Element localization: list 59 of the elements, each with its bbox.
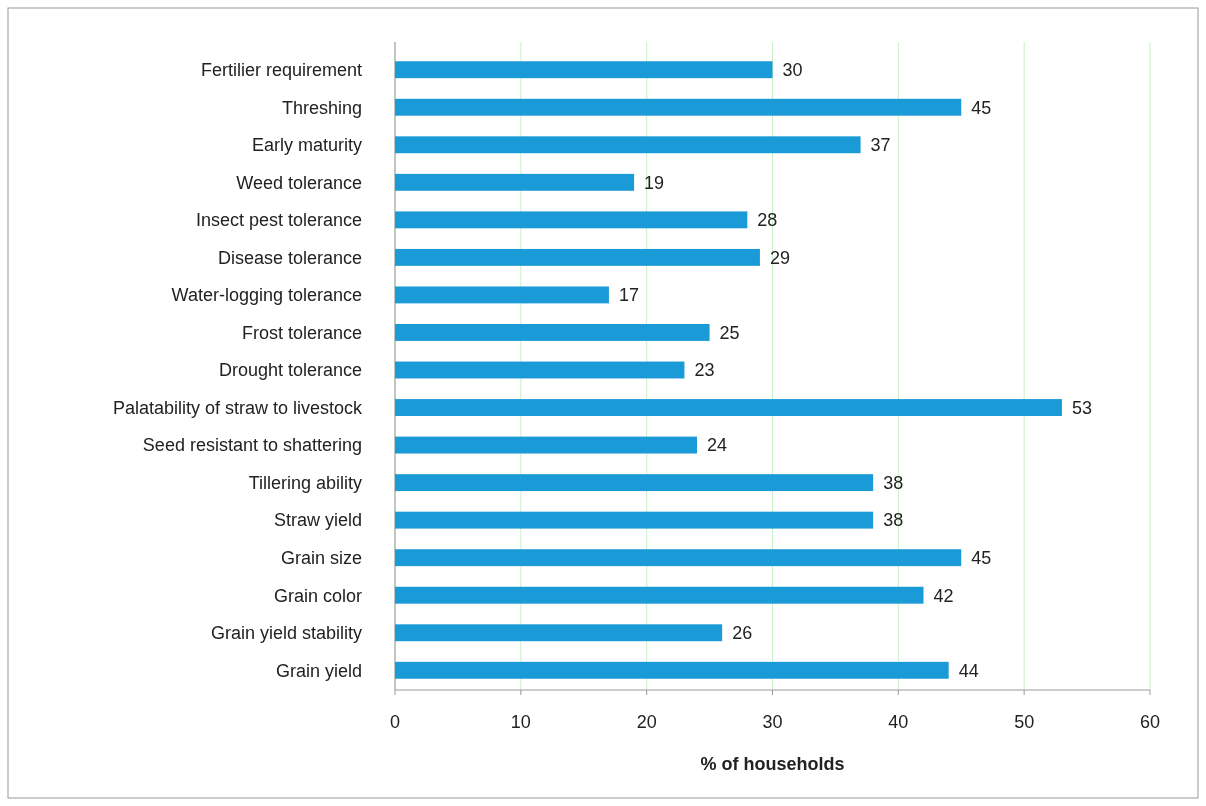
data-label: 42 <box>933 585 954 606</box>
data-label: 23 <box>694 360 715 381</box>
y-tick-label: Weed tolerance <box>236 172 362 193</box>
data-label: 37 <box>870 135 891 156</box>
y-tick-label: Grain yield <box>275 660 362 681</box>
bar <box>395 361 685 379</box>
y-tick-label: Palatability of straw to livestock <box>112 397 363 418</box>
y-tick-label: Seed resistant to shattering <box>142 435 362 456</box>
y-tick-label: Grain size <box>280 547 362 568</box>
bar <box>395 549 962 567</box>
bar <box>395 248 760 266</box>
bar <box>395 98 962 116</box>
x-tick-label: 10 <box>510 712 531 732</box>
data-label: 38 <box>883 510 904 531</box>
bar <box>395 436 697 454</box>
data-label: 29 <box>769 247 790 268</box>
data-label: 28 <box>757 210 778 231</box>
data-label: 45 <box>971 547 992 568</box>
y-tick-label: Early maturity <box>251 135 362 156</box>
data-label: 19 <box>644 172 665 193</box>
y-tick-label: Grain yield stability <box>210 623 362 644</box>
x-tick-label: 50 <box>1014 712 1035 732</box>
y-tick-label: Water-logging tolerance <box>171 285 362 306</box>
bar <box>395 136 861 154</box>
bar <box>395 61 773 79</box>
data-label: 53 <box>1071 397 1092 418</box>
x-axis-title: % of households <box>700 754 845 774</box>
x-tick-label: 0 <box>389 712 401 732</box>
data-label: 30 <box>782 60 803 81</box>
bar <box>395 286 609 304</box>
x-tick-label: 30 <box>762 712 783 732</box>
bar <box>395 399 1062 416</box>
y-tick-label: Tillering ability <box>248 472 362 493</box>
y-tick-label: Insect pest tolerance <box>195 210 362 231</box>
bar <box>395 474 874 492</box>
y-tick-label: Frost tolerance <box>241 322 362 343</box>
x-tick-label: 20 <box>636 712 657 732</box>
bar <box>395 624 723 642</box>
data-label: 38 <box>883 472 904 493</box>
data-label: 17 <box>618 285 639 306</box>
bar <box>395 173 635 191</box>
data-label: 24 <box>707 435 728 456</box>
x-tick-label: 60 <box>1139 712 1161 732</box>
y-tick-label: Fertilier requirement <box>200 60 362 81</box>
bar <box>395 661 949 679</box>
bar <box>395 511 874 529</box>
y-tick-label: Threshing <box>281 97 362 118</box>
bar <box>395 211 748 229</box>
data-label: 44 <box>958 660 979 681</box>
y-tick-label: Drought tolerance <box>218 360 362 381</box>
bar <box>395 324 710 341</box>
y-tick-label: Disease tolerance <box>217 247 362 268</box>
y-tick-label: Straw yield <box>273 510 362 531</box>
y-tick-label: Grain color <box>273 585 363 606</box>
data-label: 26 <box>732 623 753 644</box>
bar <box>395 586 924 604</box>
x-tick-label: 40 <box>888 712 909 732</box>
data-label: 45 <box>971 97 992 118</box>
data-label: 25 <box>719 322 740 343</box>
